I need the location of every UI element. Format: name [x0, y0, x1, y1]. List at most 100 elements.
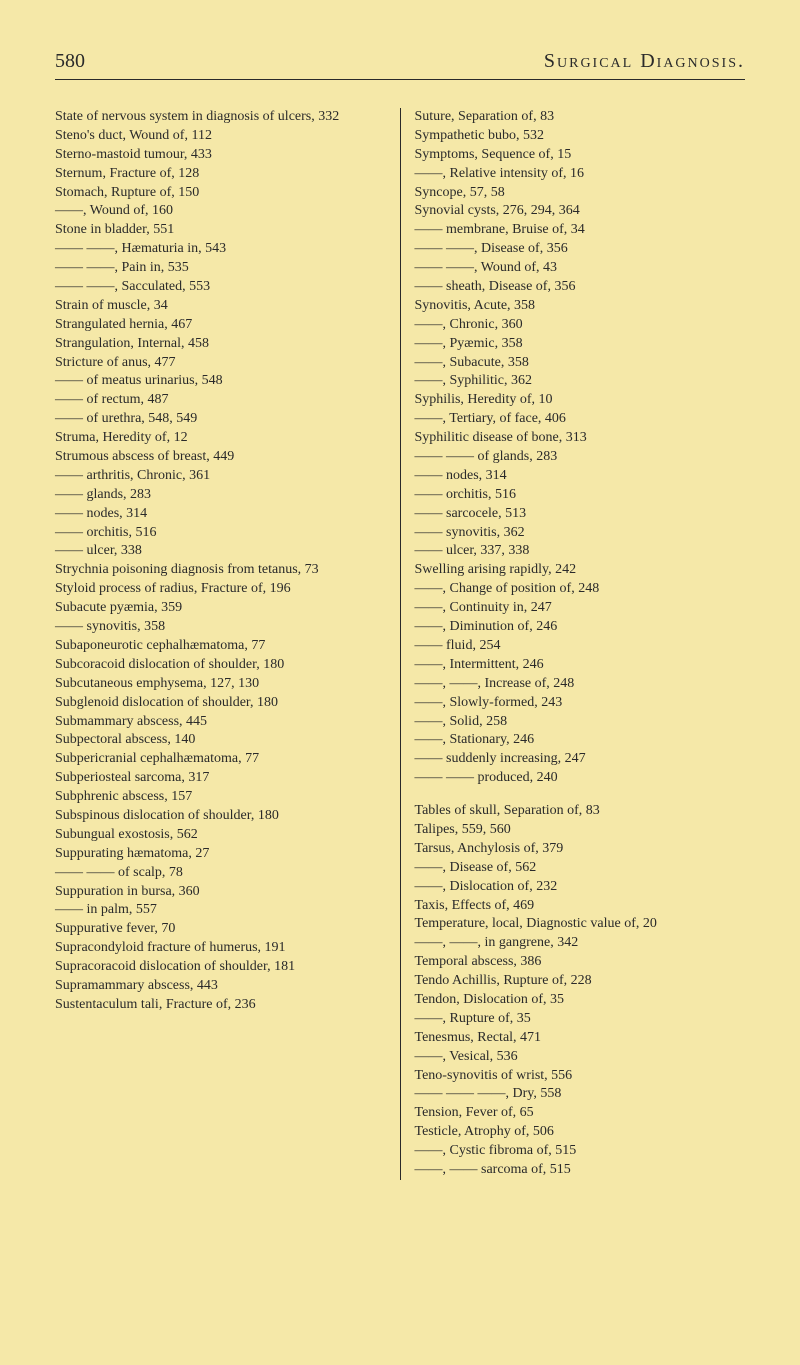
index-entry: Suture, Separation of, 83 — [415, 108, 746, 127]
index-entry: Sustentaculum tali, Fracture of, 236 — [55, 996, 386, 1015]
index-entry: Symptoms, Sequence of, 15 — [415, 146, 746, 165]
index-entry: —— nodes, 314 — [55, 505, 386, 524]
index-entry: ——, Syphilitic, 362 — [415, 372, 746, 391]
book-title: Surgical Diagnosis. — [544, 50, 745, 73]
index-entry: ——, Intermittent, 246 — [415, 656, 746, 675]
index-entry: Supracoracoid dislocation of shoulder, 1… — [55, 958, 386, 977]
index-entry: Strychnia poisoning diagnosis from tetan… — [55, 561, 386, 580]
index-entry: Subcoracoid dislocation of shoulder, 180 — [55, 656, 386, 675]
index-entry: Styloid process of radius, Fracture of, … — [55, 580, 386, 599]
index-entry: —— sarcocele, 513 — [415, 505, 746, 524]
index-entry: Stone in bladder, 551 — [55, 221, 386, 240]
index-entry: Teno-synovitis of wrist, 556 — [415, 1067, 746, 1086]
index-entry: Stomach, Rupture of, 150 — [55, 184, 386, 203]
index-entry: Syncope, 57, 58 — [415, 184, 746, 203]
index-entry: Tarsus, Anchylosis of, 379 — [415, 840, 746, 859]
index-entry: —— of meatus urinarius, 548 — [55, 372, 386, 391]
column-right: Suture, Separation of, 83Sympathetic bub… — [401, 108, 746, 1180]
index-entry: —— orchitis, 516 — [55, 524, 386, 543]
page-header: 580 Surgical Diagnosis. — [55, 50, 745, 80]
index-entry: —— ——, Hæmaturia in, 543 — [55, 240, 386, 259]
index-entry: Sternum, Fracture of, 128 — [55, 165, 386, 184]
index-entry: ——, Slowly-formed, 243 — [415, 694, 746, 713]
index-entry: ——, Disease of, 562 — [415, 859, 746, 878]
index-entry: Subcutaneous emphysema, 127, 130 — [55, 675, 386, 694]
index-entry: —— orchitis, 516 — [415, 486, 746, 505]
index-entry: ——, ——, in gangrene, 342 — [415, 934, 746, 953]
index-entry: Swelling arising rapidly, 242 — [415, 561, 746, 580]
index-entry: Subungual exostosis, 562 — [55, 826, 386, 845]
index-entry: ——, Diminution of, 246 — [415, 618, 746, 637]
page-number: 580 — [55, 50, 85, 73]
index-entry: Subphrenic abscess, 157 — [55, 788, 386, 807]
index-entry: ——, Cystic fibroma of, 515 — [415, 1142, 746, 1161]
index-entry: —— ——, Pain in, 535 — [55, 259, 386, 278]
index-entry: Tables of skull, Separation of, 83 — [415, 802, 746, 821]
index-entry: —— membrane, Bruise of, 34 — [415, 221, 746, 240]
index-entry: Temporal abscess, 386 — [415, 953, 746, 972]
index-entry: —— —— of scalp, 78 — [55, 864, 386, 883]
index-entry: Strumous abscess of breast, 449 — [55, 448, 386, 467]
index-entry: ——, Vesical, 536 — [415, 1048, 746, 1067]
index-entry: Synovitis, Acute, 358 — [415, 297, 746, 316]
index-entry: —— synovitis, 362 — [415, 524, 746, 543]
index-entry: Subpericranial cephalhæmatoma, 77 — [55, 750, 386, 769]
index-entry: Struma, Heredity of, 12 — [55, 429, 386, 448]
index-entry: —— ——, Wound of, 43 — [415, 259, 746, 278]
index-entry: Tendon, Dislocation of, 35 — [415, 991, 746, 1010]
index-entry: Talipes, 559, 560 — [415, 821, 746, 840]
index-entry: ——, Stationary, 246 — [415, 731, 746, 750]
index-entry: —— synovitis, 358 — [55, 618, 386, 637]
index-entry: Synovial cysts, 276, 294, 364 — [415, 202, 746, 221]
index-entry: Temperature, local, Diagnostic value of,… — [415, 915, 746, 934]
index-entry: Subspinous dislocation of shoulder, 180 — [55, 807, 386, 826]
index-entry: —— —— of glands, 283 — [415, 448, 746, 467]
index-entry: —— sheath, Disease of, 356 — [415, 278, 746, 297]
index-entry: Suppurating hæmatoma, 27 — [55, 845, 386, 864]
section-spacer — [415, 788, 746, 802]
index-entry: Steno's duct, Wound of, 112 — [55, 127, 386, 146]
index-entry: —— fluid, 254 — [415, 637, 746, 656]
index-entry: ——, Relative intensity of, 16 — [415, 165, 746, 184]
index-entry: —— ——, Sacculated, 553 — [55, 278, 386, 297]
index-entry: Subaponeurotic cephalhæmatoma, 77 — [55, 637, 386, 656]
index-entry: —— in palm, 557 — [55, 901, 386, 920]
index-entry: —— arthritis, Chronic, 361 — [55, 467, 386, 486]
index-entry: Supramammary abscess, 443 — [55, 977, 386, 996]
index-entry: ——, Continuity in, 247 — [415, 599, 746, 618]
index-entry: Suppurative fever, 70 — [55, 920, 386, 939]
index-entry: Stricture of anus, 477 — [55, 354, 386, 373]
index-entry: ——, Change of position of, 248 — [415, 580, 746, 599]
page-container: 580 Surgical Diagnosis. State of nervous… — [0, 0, 800, 1220]
index-entry: —— glands, 283 — [55, 486, 386, 505]
index-entry: ——, Rupture of, 35 — [415, 1010, 746, 1029]
index-entry: ——, Chronic, 360 — [415, 316, 746, 335]
index-entry: Strain of muscle, 34 — [55, 297, 386, 316]
index-entry: Suppuration in bursa, 360 — [55, 883, 386, 902]
index-entry: —— suddenly increasing, 247 — [415, 750, 746, 769]
index-entry: —— —— produced, 240 — [415, 769, 746, 788]
index-entry: ——, Pyæmic, 358 — [415, 335, 746, 354]
index-entry: —— nodes, 314 — [415, 467, 746, 486]
index-entry: Strangulated hernia, 467 — [55, 316, 386, 335]
index-entry: —— ulcer, 337, 338 — [415, 542, 746, 561]
index-entry: Tenesmus, Rectal, 471 — [415, 1029, 746, 1048]
index-entry: ——, Dislocation of, 232 — [415, 878, 746, 897]
index-entry: Testicle, Atrophy of, 506 — [415, 1123, 746, 1142]
index-entry: —— —— ——, Dry, 558 — [415, 1085, 746, 1104]
index-entry: Submammary abscess, 445 — [55, 713, 386, 732]
column-left: State of nervous system in diagnosis of … — [55, 108, 401, 1180]
index-entry: Subperiosteal sarcoma, 317 — [55, 769, 386, 788]
index-entry: —— of rectum, 487 — [55, 391, 386, 410]
index-entry: Syphilitic disease of bone, 313 — [415, 429, 746, 448]
index-entry: Sympathetic bubo, 532 — [415, 127, 746, 146]
index-entry: Subpectoral abscess, 140 — [55, 731, 386, 750]
index-entry: Subglenoid dislocation of shoulder, 180 — [55, 694, 386, 713]
index-entry: Strangulation, Internal, 458 — [55, 335, 386, 354]
index-entry: Subacute pyæmia, 359 — [55, 599, 386, 618]
index-entry: —— ——, Disease of, 356 — [415, 240, 746, 259]
index-entry: Syphilis, Heredity of, 10 — [415, 391, 746, 410]
index-entry: —— of urethra, 548, 549 — [55, 410, 386, 429]
index-entry: ——, Solid, 258 — [415, 713, 746, 732]
index-entry: Tension, Fever of, 65 — [415, 1104, 746, 1123]
